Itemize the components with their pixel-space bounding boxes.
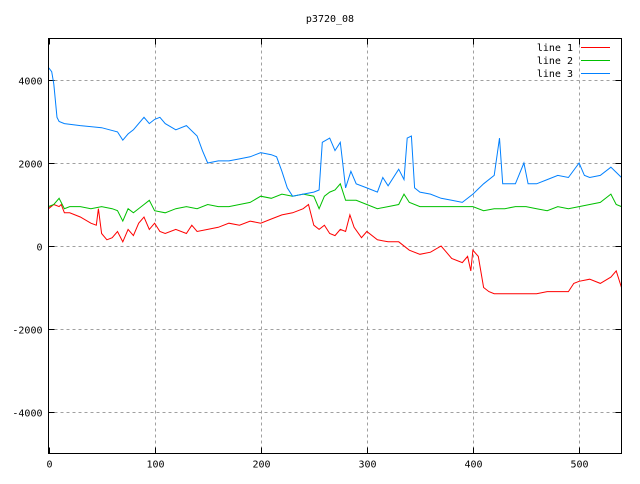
y-tick-label: 2000 <box>18 160 42 171</box>
x-tick-label: 500 <box>570 460 588 471</box>
x-tick-label: 100 <box>146 460 164 471</box>
legend-label-line-2: line 2 <box>537 56 573 67</box>
grid <box>48 38 622 454</box>
series-line-2 <box>48 182 622 223</box>
plot-frame <box>48 38 622 454</box>
legend-label-line-1: line 1 <box>537 43 573 54</box>
series-group <box>48 67 622 295</box>
y-tick-label: -2000 <box>12 326 42 337</box>
axis-ticks: 0 100 200 300 400 500 -4000 -2000 0 2000 4000 <box>12 38 622 471</box>
x-tick-label: 300 <box>358 460 376 471</box>
legend-label-line-3: line 3 <box>537 69 573 80</box>
x-tick-label: 200 <box>252 460 270 471</box>
x-tick-label: 400 <box>464 460 482 471</box>
y-tick-label: -4000 <box>12 409 42 420</box>
series-line-3 <box>48 67 622 203</box>
y-tick-label: 4000 <box>18 77 42 88</box>
y-tick-label: 0 <box>36 243 42 254</box>
legend: line 1 line 2 line 3 <box>537 43 610 80</box>
series-line-1 <box>48 203 622 295</box>
x-tick-label: 0 <box>46 460 52 471</box>
chart-title: p3720_08 <box>306 14 354 25</box>
